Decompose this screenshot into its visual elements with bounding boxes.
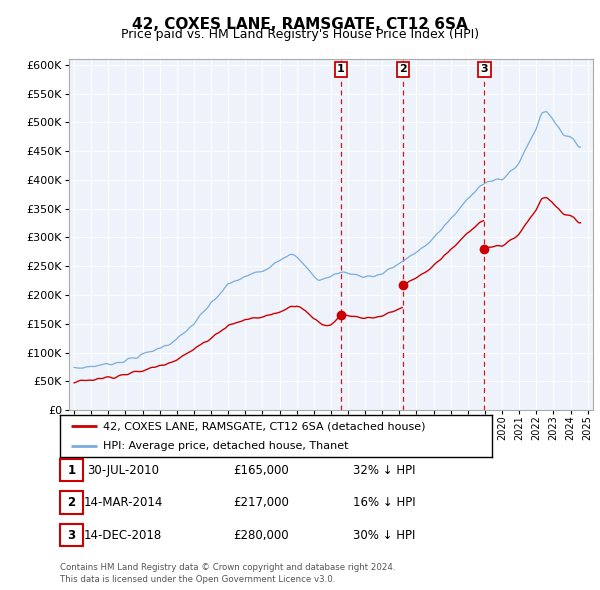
Text: 1: 1: [337, 64, 345, 74]
Text: 1: 1: [67, 464, 76, 477]
Text: 3: 3: [67, 529, 76, 542]
Text: 14-DEC-2018: 14-DEC-2018: [84, 529, 162, 542]
Text: This data is licensed under the Open Government Licence v3.0.: This data is licensed under the Open Gov…: [60, 575, 335, 584]
Text: 42, COXES LANE, RAMSGATE, CT12 6SA (detached house): 42, COXES LANE, RAMSGATE, CT12 6SA (deta…: [103, 421, 426, 431]
Text: 30-JUL-2010: 30-JUL-2010: [87, 464, 159, 477]
Text: Price paid vs. HM Land Registry's House Price Index (HPI): Price paid vs. HM Land Registry's House …: [121, 28, 479, 41]
Text: Contains HM Land Registry data © Crown copyright and database right 2024.: Contains HM Land Registry data © Crown c…: [60, 563, 395, 572]
Text: 32% ↓ HPI: 32% ↓ HPI: [353, 464, 415, 477]
Text: HPI: Average price, detached house, Thanet: HPI: Average price, detached house, Than…: [103, 441, 349, 451]
Text: 3: 3: [481, 64, 488, 74]
Text: 14-MAR-2014: 14-MAR-2014: [83, 496, 163, 509]
Text: 16% ↓ HPI: 16% ↓ HPI: [353, 496, 415, 509]
Text: 42, COXES LANE, RAMSGATE, CT12 6SA: 42, COXES LANE, RAMSGATE, CT12 6SA: [132, 17, 468, 31]
Text: £217,000: £217,000: [233, 496, 289, 509]
Text: 2: 2: [399, 64, 407, 74]
Text: £165,000: £165,000: [233, 464, 289, 477]
Text: 30% ↓ HPI: 30% ↓ HPI: [353, 529, 415, 542]
Text: £280,000: £280,000: [233, 529, 289, 542]
Text: 2: 2: [67, 496, 76, 509]
